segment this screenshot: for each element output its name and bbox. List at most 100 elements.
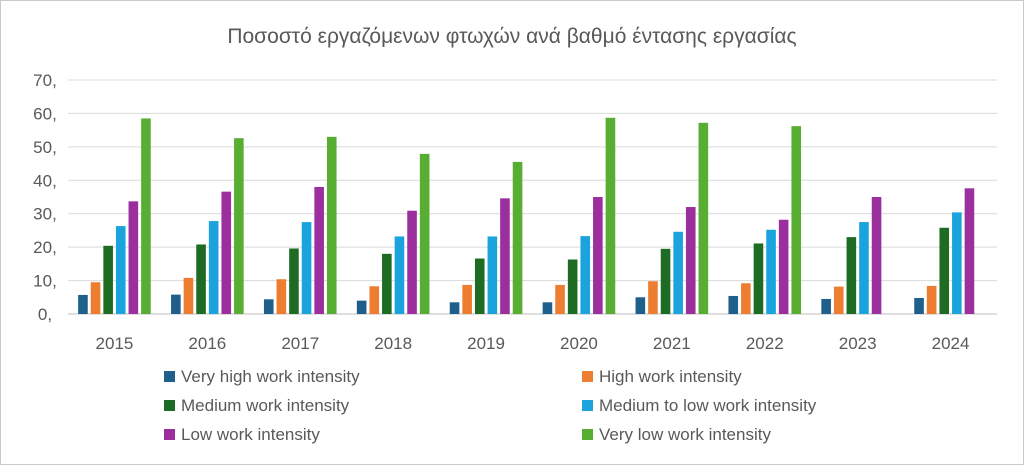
bar — [128, 201, 139, 314]
bar — [196, 244, 206, 314]
x-axis-ticks: 2015 2016 2017 2018 2019 2020 2021 2022 2023 2024 — [96, 334, 970, 353]
bar — [512, 161, 523, 314]
bar — [673, 231, 683, 314]
bar — [462, 284, 472, 314]
legend-swatch — [582, 429, 593, 440]
bar — [221, 191, 232, 314]
y-tick-label: 20, — [33, 238, 57, 257]
chart-title: Ποσοστό εργαζόμενων φτωχών ανά βαθμό έντ… — [227, 25, 796, 48]
bar — [791, 126, 802, 314]
bar — [605, 117, 616, 314]
legend-swatch — [582, 371, 593, 382]
bar — [859, 222, 869, 314]
bar — [356, 300, 367, 314]
legend-item: Low work intensity — [164, 425, 320, 444]
bar — [90, 282, 101, 314]
bar — [487, 236, 498, 314]
y-tick-label: 30, — [33, 205, 57, 224]
x-tick-label: 2016 — [188, 334, 226, 353]
bar — [555, 284, 565, 314]
bar — [685, 207, 696, 314]
x-tick-label: 2024 — [932, 334, 970, 353]
bar — [326, 136, 337, 314]
bar — [382, 253, 392, 314]
legend-item: High work intensity — [582, 367, 742, 386]
bar — [234, 138, 244, 314]
y-tick-label: 10, — [33, 272, 57, 291]
bar — [952, 212, 962, 314]
bar — [542, 302, 553, 314]
bars — [78, 117, 975, 314]
bar — [141, 118, 151, 314]
bar — [821, 298, 831, 314]
bar — [171, 294, 181, 314]
bar — [500, 198, 510, 314]
legend-swatch — [164, 371, 175, 382]
legend-label: Very low work intensity — [599, 425, 771, 444]
legend-label: Very high work intensity — [181, 367, 360, 386]
bar — [580, 236, 591, 314]
bar — [698, 122, 709, 314]
bar — [964, 188, 975, 314]
legend-swatch — [164, 429, 175, 440]
bar — [567, 259, 578, 314]
legend-item: Very low work intensity — [582, 425, 771, 444]
legend-swatch — [582, 400, 593, 411]
bar — [871, 197, 882, 314]
bar — [474, 258, 485, 314]
bar — [449, 302, 460, 314]
bar — [394, 236, 405, 314]
x-tick-label: 2017 — [281, 334, 319, 353]
legend-item: Very high work intensity — [164, 367, 360, 386]
bar — [926, 285, 937, 314]
legend-item: Medium work intensity — [164, 396, 350, 415]
x-tick-label: 2021 — [653, 334, 691, 353]
bar — [778, 219, 789, 314]
gridlines — [68, 79, 997, 315]
y-tick-label: 0, — [38, 305, 52, 324]
bar — [301, 222, 312, 314]
bar — [419, 153, 430, 314]
y-axis-ticks: 0, 10, 20, 30, 40, 50, 60, 70, — [33, 71, 57, 324]
bar — [369, 286, 380, 314]
y-tick-label: 60, — [33, 104, 57, 123]
legend-item: Medium to low work intensity — [582, 396, 817, 415]
bar — [753, 243, 764, 314]
legend-swatch — [164, 400, 175, 411]
bar — [407, 210, 417, 314]
bar — [289, 248, 299, 314]
y-tick-label: 40, — [33, 171, 57, 190]
bar — [846, 237, 857, 314]
bar — [660, 248, 671, 314]
bar — [314, 186, 324, 314]
legend-label: Medium to low work intensity — [599, 396, 817, 415]
bar — [833, 286, 844, 314]
bar — [728, 295, 739, 314]
bar — [115, 226, 126, 314]
bar — [648, 281, 658, 314]
bar — [183, 277, 194, 314]
bar — [939, 227, 950, 314]
legend-label: Medium work intensity — [181, 396, 350, 415]
x-tick-label: 2023 — [839, 334, 877, 353]
x-tick-label: 2022 — [746, 334, 784, 353]
x-tick-label: 2020 — [560, 334, 598, 353]
x-tick-label: 2015 — [96, 334, 134, 353]
bar — [78, 294, 88, 314]
bar — [263, 299, 274, 314]
y-tick-label: 70, — [33, 71, 57, 90]
x-tick-label: 2019 — [467, 334, 505, 353]
legend-label: Low work intensity — [181, 425, 320, 444]
bar — [208, 221, 219, 314]
legend: Very high work intensity High work intens… — [164, 367, 817, 444]
legend-label: High work intensity — [599, 367, 742, 386]
bar — [593, 197, 603, 314]
bar — [914, 297, 924, 314]
bar — [741, 283, 751, 314]
bar — [635, 297, 646, 314]
y-tick-label: 50, — [33, 138, 57, 157]
bar — [276, 279, 287, 314]
bar — [103, 245, 113, 314]
